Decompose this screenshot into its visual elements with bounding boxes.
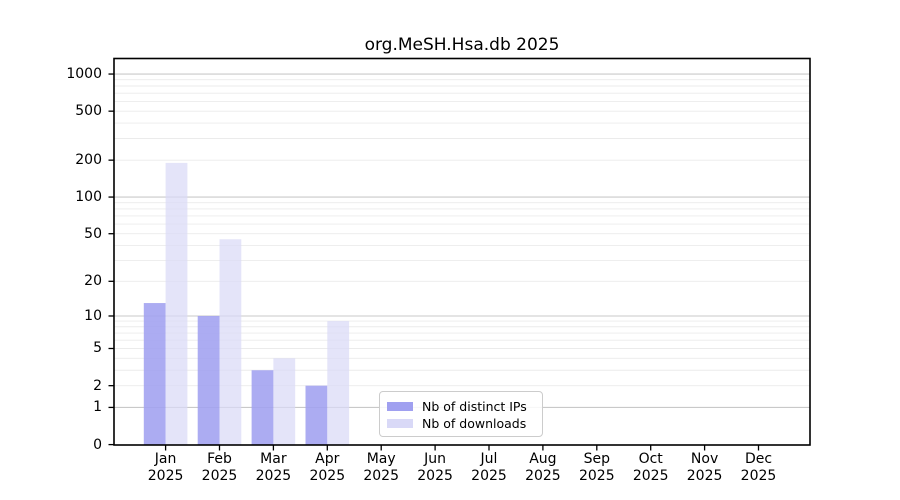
y-tick-label: 2 [93,377,102,394]
bar-downloads-mar [273,358,296,445]
y-tick-label: 10 [84,307,102,324]
chart-title: org.MeSH.Hsa.db 2025 [364,35,560,55]
bar-distinct-ips-apr [305,385,328,445]
x-tick-label: Jan 2025 [147,451,184,484]
legend-item-distinct-ips: Nb of distinct IPs [387,398,535,414]
x-tick-label: Apr 2025 [309,451,346,484]
y-tick-label: 50 [84,225,102,242]
x-tick-label: Jul 2025 [471,451,507,484]
x-tick-label: Aug 2025 [525,451,561,484]
x-tick-label: Oct 2025 [632,451,669,484]
bar-distinct-ips-mar [251,370,274,445]
x-tick-label: Mar 2025 [255,451,292,484]
y-tick-label: 1 [93,399,102,416]
legend: Nb of distinct IPs Nb of downloads [379,391,543,437]
legend-item-downloads: Nb of downloads [387,415,535,431]
y-tick-label: 20 [84,273,102,290]
y-tick-label: 500 [75,103,102,120]
x-tick-label: Dec 2025 [740,451,777,484]
x-tick-label: May 2025 [363,451,399,484]
bar-downloads-jan [165,162,188,445]
x-tick-label: Jun 2025 [417,451,453,484]
y-tick-label: 100 [75,189,102,206]
bar-downloads-feb [219,239,242,445]
bar-distinct-ips-feb [197,315,220,445]
bar-distinct-ips-jan [143,303,166,445]
y-tick-label: 5 [93,340,102,357]
y-tick-label: 0 [93,436,102,453]
y-tick-label: 200 [75,152,102,169]
x-tick-label: Nov 2025 [686,451,723,484]
x-tick-label: Feb 2025 [201,451,238,484]
legend-swatch-downloads [387,418,413,428]
bar-downloads-apr [327,321,350,445]
legend-label-downloads: Nb of downloads [422,415,527,431]
y-tick-label: 1000 [66,66,102,83]
legend-swatch-distinct-ips [387,401,413,411]
x-tick-label: Sep 2025 [578,451,615,484]
legend-label-distinct-ips: Nb of distinct IPs [422,398,527,414]
plot-border [113,57,811,446]
